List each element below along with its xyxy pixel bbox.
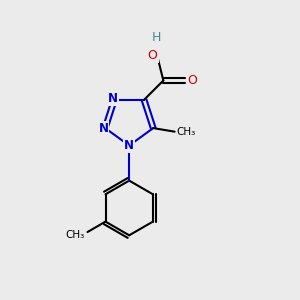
- Text: O: O: [148, 49, 158, 62]
- Text: N: N: [124, 139, 134, 152]
- Text: H: H: [152, 31, 161, 44]
- Text: N: N: [108, 92, 118, 105]
- Text: N: N: [98, 122, 108, 135]
- Text: CH₃: CH₃: [176, 127, 196, 137]
- Text: O: O: [187, 74, 197, 87]
- Text: CH₃: CH₃: [65, 230, 85, 240]
